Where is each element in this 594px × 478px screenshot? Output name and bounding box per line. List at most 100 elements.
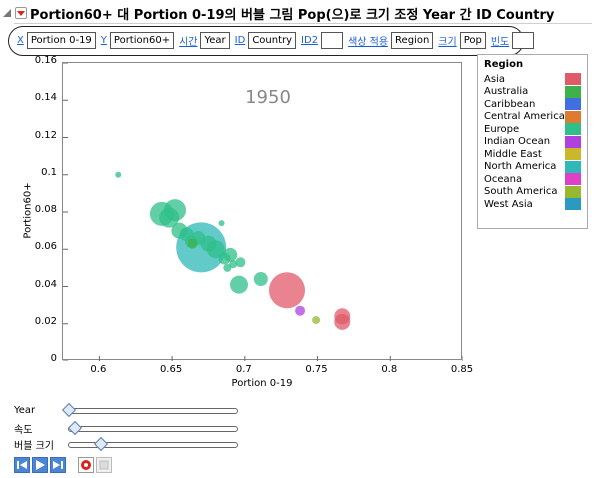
bubble[interactable] xyxy=(269,272,305,309)
legend-item-label: North America xyxy=(484,161,557,173)
record-icon xyxy=(81,460,91,470)
bubble[interactable] xyxy=(235,257,246,268)
bubbles-layer xyxy=(115,171,351,330)
role-time-link[interactable]: 시간 xyxy=(179,37,198,48)
speed-slider-label: 속도 xyxy=(14,425,33,436)
year-watermark: 1950 xyxy=(245,87,291,108)
role-x-link[interactable]: X xyxy=(17,35,24,46)
title-divider xyxy=(14,23,592,24)
legend: Region Asia Australia Caribbean Central Ame… xyxy=(477,54,588,229)
bubble-plot-svg[interactable]: 1950 xyxy=(63,63,463,361)
y-tick-label: 0.08 xyxy=(34,204,57,215)
bubble-size-slider-row: 버블 크기 xyxy=(14,436,238,452)
y-tick-label: 0.02 xyxy=(34,315,57,327)
legend-swatch xyxy=(565,85,581,98)
legend-item[interactable]: Caribbean xyxy=(484,98,581,111)
legend-swatch xyxy=(565,185,581,198)
bubble[interactable] xyxy=(187,238,198,249)
bubble[interactable] xyxy=(218,252,231,265)
red-triangle-menu-icon[interactable] xyxy=(15,7,27,19)
legend-swatch xyxy=(565,148,581,161)
legend-swatch xyxy=(565,198,581,211)
role-time-value[interactable]: Year xyxy=(200,32,230,49)
x-tick-label: 0.65 xyxy=(159,364,183,375)
roles-bar: X Portion 0-19 Y Portion60+ 시간 Year ID C… xyxy=(17,32,539,49)
step-back-icon xyxy=(17,461,27,469)
legend-item[interactable]: Australia xyxy=(484,85,581,99)
x-tick-label: 0.8 xyxy=(381,364,398,375)
legend-item-label: Asia xyxy=(484,73,505,85)
role-y-link[interactable]: Y xyxy=(100,35,107,46)
legend-item[interactable]: West Asia xyxy=(484,198,581,211)
legend-item[interactable]: South America xyxy=(484,185,581,199)
step-forward-icon xyxy=(53,461,63,469)
bubble-size-slider-thumb[interactable] xyxy=(93,436,109,451)
stop-button[interactable] xyxy=(96,457,112,473)
y-tick-label: 0.1 xyxy=(41,166,57,178)
disclosure-triangle-icon[interactable] xyxy=(2,8,12,18)
role-y-value[interactable]: Portion60+ xyxy=(109,32,175,49)
play-button[interactable] xyxy=(32,457,48,473)
bubble-plot-frame[interactable]: 1950 xyxy=(62,62,463,361)
y-tick-label: 0.12 xyxy=(34,129,57,141)
bubble[interactable] xyxy=(159,207,180,228)
bubble[interactable] xyxy=(230,275,248,294)
legend-item[interactable]: Europe xyxy=(484,123,581,136)
legend-item-label: Caribbean xyxy=(484,98,536,110)
step-back-button[interactable] xyxy=(14,457,30,473)
role-id2-link[interactable]: ID2 xyxy=(301,35,319,46)
role-id-value[interactable]: Country xyxy=(248,32,297,49)
role-size-value[interactable]: Pop xyxy=(459,32,486,49)
x-tick-label: 0.7 xyxy=(235,364,252,375)
legend-item-label: Central America xyxy=(484,111,565,123)
playback-controls xyxy=(14,457,114,473)
legend-item-label: South America xyxy=(484,186,558,198)
play-icon xyxy=(36,460,45,470)
y-tick-label: 0.04 xyxy=(34,278,57,290)
y-axis-label: Portion60+ xyxy=(22,182,34,239)
y-tick-label: 0.06 xyxy=(34,241,57,253)
legend-swatch xyxy=(565,73,581,86)
legend-title: Region xyxy=(484,59,524,70)
legend-item-label: Australia xyxy=(484,86,529,98)
bubble[interactable] xyxy=(115,171,122,178)
legend-item[interactable]: Middle East xyxy=(484,148,581,161)
speed-slider-row: 속도 xyxy=(14,420,238,436)
legend-item[interactable]: Indian Ocean xyxy=(484,135,581,149)
speed-slider-thumb[interactable] xyxy=(68,420,83,435)
legend-swatch xyxy=(565,123,581,136)
legend-item[interactable]: Central America xyxy=(484,110,581,124)
bubble[interactable] xyxy=(295,305,306,316)
legend-item[interactable]: North America xyxy=(484,160,581,174)
bubble[interactable] xyxy=(253,272,268,287)
record-button[interactable] xyxy=(78,457,94,473)
speed-slider[interactable] xyxy=(68,420,238,435)
role-freq-value[interactable] xyxy=(512,32,535,49)
y-tick-label: 0.16 xyxy=(34,55,57,66)
bubble[interactable] xyxy=(312,316,321,325)
role-id-link[interactable]: ID xyxy=(234,35,246,46)
role-size-link[interactable]: 크기 xyxy=(438,37,457,48)
bubble[interactable] xyxy=(334,313,351,330)
legend-item-label: West Asia xyxy=(484,198,533,210)
bubble-size-slider[interactable] xyxy=(68,436,238,451)
bubble[interactable] xyxy=(223,263,232,272)
x-tick-label: 0.75 xyxy=(305,364,328,375)
role-x-value[interactable]: Portion 0-19 xyxy=(26,32,96,49)
legend-swatch xyxy=(565,110,581,123)
legend-item[interactable]: Oceana xyxy=(484,173,581,186)
legend-swatch xyxy=(565,135,581,148)
year-slider-label: Year xyxy=(14,405,36,416)
legend-item[interactable]: Asia xyxy=(484,73,581,86)
role-id2-value[interactable] xyxy=(321,32,344,49)
step-forward-button[interactable] xyxy=(50,457,66,473)
bubble[interactable] xyxy=(218,220,225,227)
year-slider[interactable] xyxy=(61,402,238,417)
legend-swatch xyxy=(565,98,581,111)
legend-item-label: Middle East xyxy=(484,148,542,160)
bubble-size-slider-label: 버블 크기 xyxy=(14,441,54,452)
role-color-link[interactable]: 색상 적용 xyxy=(348,37,389,48)
role-color-value[interactable]: Region xyxy=(391,32,434,49)
role-freq-link[interactable]: 빈도 xyxy=(490,37,510,48)
bubble[interactable] xyxy=(229,260,238,269)
